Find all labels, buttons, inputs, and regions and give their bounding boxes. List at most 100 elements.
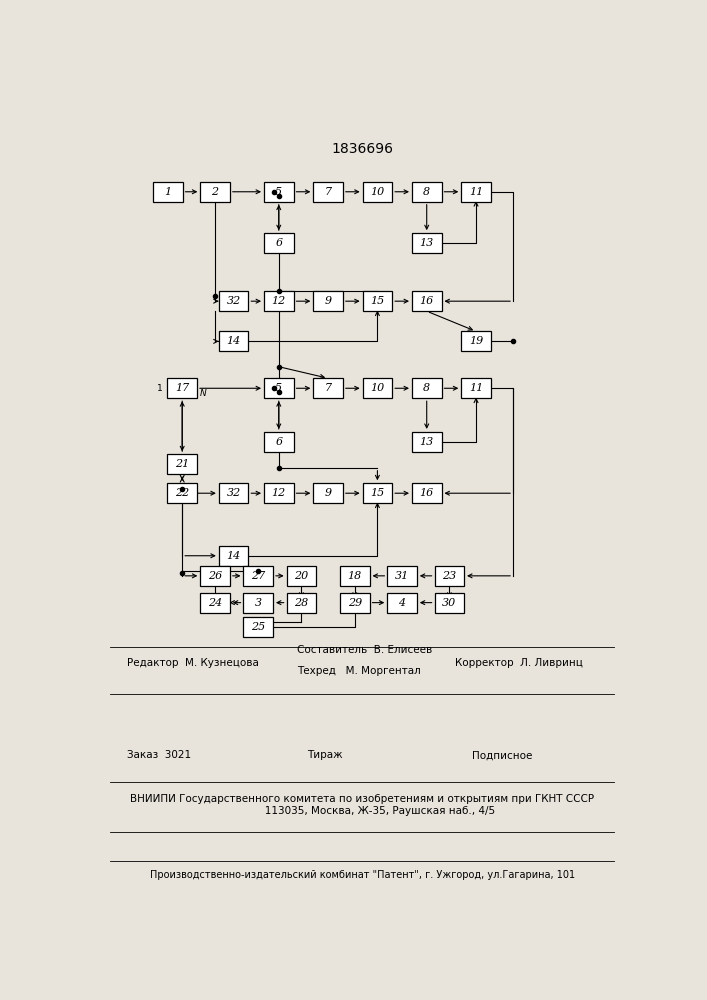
FancyBboxPatch shape — [200, 566, 230, 586]
Text: Редактор  М. Кузнецова: Редактор М. Кузнецова — [127, 658, 259, 668]
FancyBboxPatch shape — [264, 378, 293, 398]
FancyBboxPatch shape — [363, 291, 392, 311]
Text: 16: 16 — [419, 488, 434, 498]
Text: 15: 15 — [370, 296, 385, 306]
FancyBboxPatch shape — [200, 182, 230, 202]
Text: 16: 16 — [419, 296, 434, 306]
Text: 8: 8 — [423, 383, 431, 393]
Text: 20: 20 — [294, 571, 308, 581]
FancyBboxPatch shape — [412, 483, 441, 503]
FancyBboxPatch shape — [218, 331, 248, 351]
Text: 32: 32 — [226, 296, 240, 306]
Text: 25: 25 — [251, 622, 265, 632]
Text: 23: 23 — [442, 571, 457, 581]
Text: 24: 24 — [208, 598, 222, 608]
FancyBboxPatch shape — [218, 291, 248, 311]
FancyBboxPatch shape — [153, 182, 182, 202]
FancyBboxPatch shape — [168, 483, 197, 503]
Text: 11: 11 — [469, 383, 483, 393]
FancyBboxPatch shape — [363, 182, 392, 202]
FancyBboxPatch shape — [286, 566, 316, 586]
FancyBboxPatch shape — [387, 566, 417, 586]
Text: 10: 10 — [370, 383, 385, 393]
Text: 26: 26 — [208, 571, 222, 581]
FancyBboxPatch shape — [461, 182, 491, 202]
FancyBboxPatch shape — [243, 617, 273, 637]
FancyBboxPatch shape — [264, 182, 293, 202]
FancyBboxPatch shape — [243, 593, 273, 613]
Text: N: N — [200, 389, 206, 398]
Text: 7: 7 — [325, 187, 332, 197]
Text: Тираж: Тираж — [308, 750, 343, 760]
Text: 22: 22 — [175, 488, 189, 498]
Text: 21: 21 — [175, 459, 189, 469]
Text: 8: 8 — [423, 187, 431, 197]
FancyBboxPatch shape — [313, 483, 343, 503]
FancyBboxPatch shape — [412, 378, 441, 398]
FancyBboxPatch shape — [243, 566, 273, 586]
FancyBboxPatch shape — [313, 378, 343, 398]
Text: 14: 14 — [226, 336, 240, 346]
Text: Подписное: Подписное — [472, 750, 532, 760]
Text: Техред   М. Моргентал: Техред М. Моргентал — [297, 666, 421, 676]
Text: 12: 12 — [271, 488, 286, 498]
FancyBboxPatch shape — [412, 432, 441, 452]
Text: ВНИИПИ Государственного комитета по изобретениям и открытиям при ГКНТ СССР
     : ВНИИПИ Государственного комитета по изоб… — [130, 794, 595, 816]
Text: 10: 10 — [370, 187, 385, 197]
Text: 1: 1 — [164, 187, 171, 197]
FancyBboxPatch shape — [340, 593, 370, 613]
FancyBboxPatch shape — [313, 182, 343, 202]
Text: Составитель  В. Елисеев: Составитель В. Елисеев — [297, 645, 432, 655]
FancyBboxPatch shape — [168, 378, 197, 398]
FancyBboxPatch shape — [264, 291, 293, 311]
FancyBboxPatch shape — [461, 331, 491, 351]
Text: 2: 2 — [211, 187, 218, 197]
Text: 9: 9 — [325, 296, 332, 306]
Text: 32: 32 — [226, 488, 240, 498]
Text: 7: 7 — [325, 383, 332, 393]
Text: 13: 13 — [419, 238, 434, 248]
Text: 9: 9 — [325, 488, 332, 498]
FancyBboxPatch shape — [363, 483, 392, 503]
FancyBboxPatch shape — [264, 233, 293, 253]
Text: 6: 6 — [275, 437, 282, 447]
Text: 1: 1 — [157, 384, 163, 393]
Text: Заказ  3021: Заказ 3021 — [127, 750, 191, 760]
FancyBboxPatch shape — [412, 182, 441, 202]
FancyBboxPatch shape — [387, 593, 417, 613]
Text: 12: 12 — [271, 296, 286, 306]
Text: 19: 19 — [469, 336, 483, 346]
FancyBboxPatch shape — [286, 593, 316, 613]
FancyBboxPatch shape — [435, 566, 464, 586]
FancyBboxPatch shape — [340, 566, 370, 586]
Text: 14: 14 — [226, 551, 240, 561]
Text: 3: 3 — [255, 598, 262, 608]
Text: 15: 15 — [370, 488, 385, 498]
Text: 30: 30 — [442, 598, 457, 608]
FancyBboxPatch shape — [200, 593, 230, 613]
Text: 5: 5 — [275, 383, 282, 393]
Text: Производственно-издательский комбинат "Патент", г. Ужгород, ул.Гагарина, 101: Производственно-издательский комбинат "П… — [150, 870, 575, 880]
Text: 17: 17 — [175, 383, 189, 393]
Text: 29: 29 — [348, 598, 362, 608]
FancyBboxPatch shape — [435, 593, 464, 613]
Text: 1836696: 1836696 — [332, 142, 393, 156]
FancyBboxPatch shape — [218, 546, 248, 566]
Text: 18: 18 — [348, 571, 362, 581]
Text: 11: 11 — [469, 187, 483, 197]
Text: 31: 31 — [395, 571, 409, 581]
FancyBboxPatch shape — [412, 233, 441, 253]
FancyBboxPatch shape — [264, 432, 293, 452]
Text: 13: 13 — [419, 437, 434, 447]
Text: 4: 4 — [399, 598, 406, 608]
FancyBboxPatch shape — [168, 454, 197, 474]
FancyBboxPatch shape — [412, 291, 441, 311]
Text: 5: 5 — [275, 187, 282, 197]
FancyBboxPatch shape — [264, 483, 293, 503]
FancyBboxPatch shape — [461, 378, 491, 398]
Text: 27: 27 — [251, 571, 265, 581]
FancyBboxPatch shape — [363, 378, 392, 398]
Text: 28: 28 — [294, 598, 308, 608]
FancyBboxPatch shape — [313, 291, 343, 311]
FancyBboxPatch shape — [218, 483, 248, 503]
